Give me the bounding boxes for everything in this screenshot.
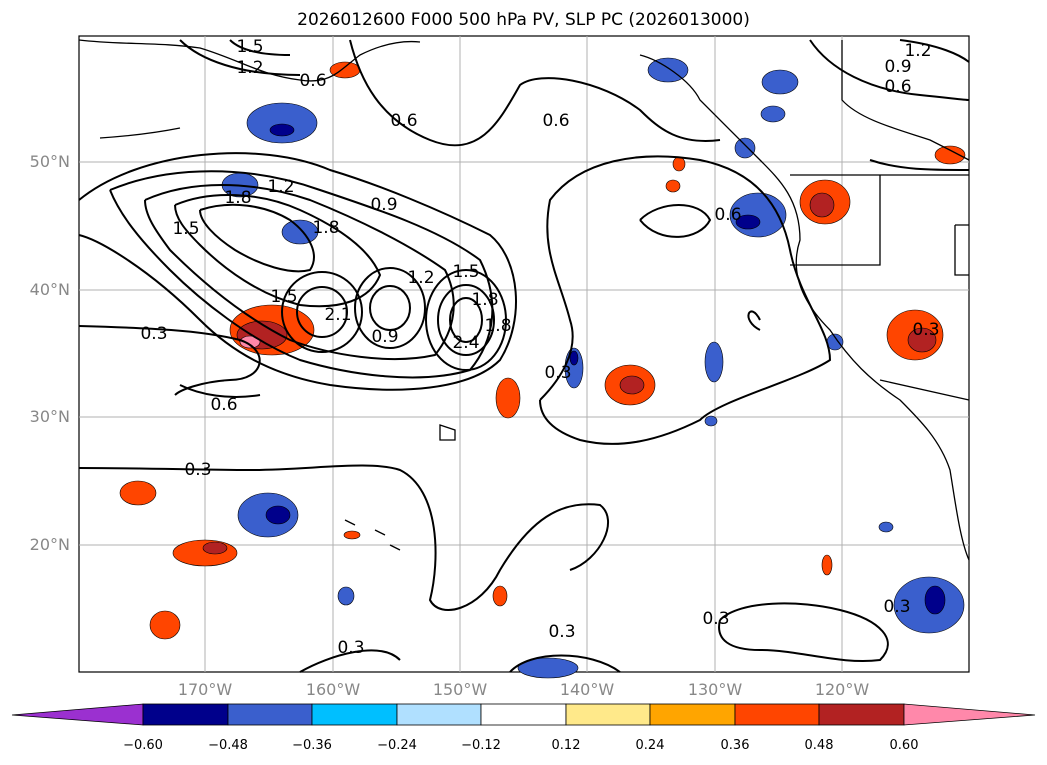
colorbar-segment — [227, 703, 313, 726]
colorbar-tick-label: 0.24 — [635, 738, 665, 753]
contour-label: 0.9 — [370, 195, 397, 215]
contour-label: 0.3 — [883, 597, 910, 617]
colorbar-under-arrow — [11, 703, 144, 726]
contour-label: 1.2 — [904, 41, 931, 61]
contour-label: 0.3 — [184, 460, 211, 480]
contour-label: 0.3 — [337, 638, 364, 658]
contour-label: 1.5 — [452, 262, 479, 282]
colorbar-tick-label: −0.48 — [208, 738, 248, 753]
contour-label: 1.5 — [270, 287, 297, 307]
colorbar — [11, 703, 1036, 726]
colorbar-segment — [734, 703, 820, 726]
lon-tick-label: 120°W — [814, 680, 870, 699]
contour-label: 0.3 — [548, 622, 575, 642]
pv-anomaly-blobs — [119, 57, 966, 679]
lat-tick-label: 20°N — [29, 535, 70, 554]
lon-tick-label: 170°W — [177, 680, 233, 699]
colorbar-tick-label: 0.12 — [551, 738, 581, 753]
contour-label: 0.6 — [542, 111, 569, 131]
contour-label: 0.9 — [371, 327, 398, 347]
contour-label: 0.6 — [390, 111, 417, 131]
colorbar-tick-label: 0.60 — [889, 738, 919, 753]
contour-label: 0.3 — [140, 324, 167, 344]
colorbar-tick-label: 0.48 — [804, 738, 834, 753]
contour-label: 0.6 — [884, 77, 911, 97]
contour-label: 0.6 — [714, 205, 741, 225]
contour-label: 0.6 — [299, 71, 326, 91]
colorbar-segment — [818, 703, 905, 726]
contour-label: 2.4 — [452, 333, 479, 353]
colorbar-tick-label: −0.60 — [123, 738, 163, 753]
map-frame — [78, 35, 970, 673]
lat-tick-label: 50°N — [29, 152, 70, 171]
colorbar-over-arrow — [903, 703, 1036, 726]
coastline — [78, 39, 970, 561]
chart-title: 2026012600 F000 500 hPa PV, SLP PC (2026… — [297, 10, 750, 30]
contour-label: 1.8 — [224, 188, 251, 208]
lat-tick-label: 40°N — [29, 280, 70, 299]
contour-label: 1.2 — [407, 268, 434, 288]
contour-label: 0.6 — [210, 395, 237, 415]
contour-label: 1.2 — [267, 177, 294, 197]
contour-label: 1.5 — [172, 219, 199, 239]
contour-label: 0.3 — [544, 363, 571, 383]
lon-tick-label: 160°W — [305, 680, 361, 699]
lat-tick-label: 30°N — [29, 407, 70, 426]
lon-tick-label: 140°W — [559, 680, 615, 699]
colorbar-tick-label: −0.12 — [461, 738, 501, 753]
colorbar-tick-label: −0.36 — [292, 738, 332, 753]
colorbar-segment — [142, 703, 229, 726]
lon-tick-label: 130°W — [687, 680, 743, 699]
colorbar-tick-label: 0.36 — [720, 738, 750, 753]
colorbar-segment — [649, 703, 736, 726]
contour-label: 1.5 — [236, 37, 263, 57]
colorbar-segment — [396, 703, 482, 726]
contour-lines — [78, 39, 970, 673]
contour-label: 1.8 — [484, 316, 511, 336]
contour-labels: 1.5 1.2 0.6 0.6 0.6 1.2 0.9 0.6 1.2 1.8 … — [140, 37, 939, 658]
contour-label: 1.2 — [236, 58, 263, 78]
contour-label: 2.1 — [324, 305, 351, 325]
contour-label: 1.8 — [312, 218, 339, 238]
colorbar-segment — [480, 703, 567, 726]
colorbar-segment — [311, 703, 398, 726]
contour-label: 0.3 — [702, 609, 729, 629]
colorbar-tick-label: −0.24 — [377, 738, 417, 753]
contour-label: 0.9 — [884, 57, 911, 77]
contour-label: 1.8 — [471, 290, 498, 310]
lon-tick-label: 150°W — [432, 680, 488, 699]
contour-label: 0.3 — [912, 320, 939, 340]
colorbar-segment — [565, 703, 651, 726]
